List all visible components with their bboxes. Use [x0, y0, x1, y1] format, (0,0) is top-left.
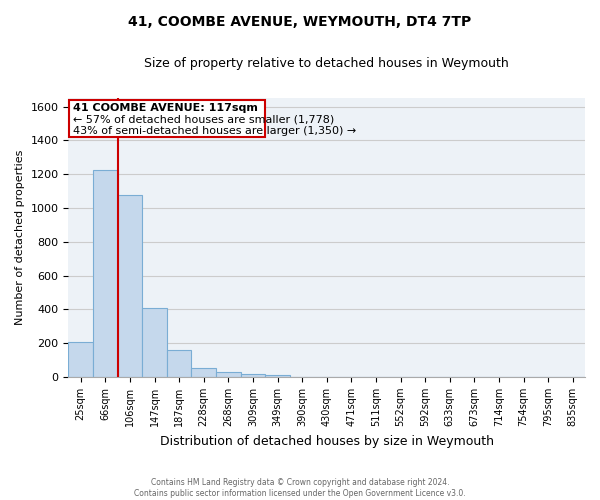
Title: Size of property relative to detached houses in Weymouth: Size of property relative to detached ho… — [145, 58, 509, 70]
Text: 41, COOMBE AVENUE, WEYMOUTH, DT4 7TP: 41, COOMBE AVENUE, WEYMOUTH, DT4 7TP — [128, 15, 472, 29]
Y-axis label: Number of detached properties: Number of detached properties — [15, 150, 25, 325]
Bar — [142, 308, 167, 377]
Bar — [118, 195, 142, 377]
Text: Contains HM Land Registry data © Crown copyright and database right 2024.
Contai: Contains HM Land Registry data © Crown c… — [134, 478, 466, 498]
Text: 43% of semi-detached houses are larger (1,350) →: 43% of semi-detached houses are larger (… — [73, 126, 356, 136]
Bar — [68, 342, 93, 377]
Bar — [241, 374, 265, 377]
Text: ← 57% of detached houses are smaller (1,778): ← 57% of detached houses are smaller (1,… — [73, 115, 334, 125]
Text: 41 COOMBE AVENUE: 117sqm: 41 COOMBE AVENUE: 117sqm — [73, 103, 257, 113]
Bar — [167, 350, 191, 377]
Bar — [191, 368, 216, 377]
X-axis label: Distribution of detached houses by size in Weymouth: Distribution of detached houses by size … — [160, 434, 494, 448]
Bar — [265, 376, 290, 377]
Bar — [93, 170, 118, 377]
Bar — [216, 372, 241, 377]
FancyBboxPatch shape — [69, 100, 265, 137]
